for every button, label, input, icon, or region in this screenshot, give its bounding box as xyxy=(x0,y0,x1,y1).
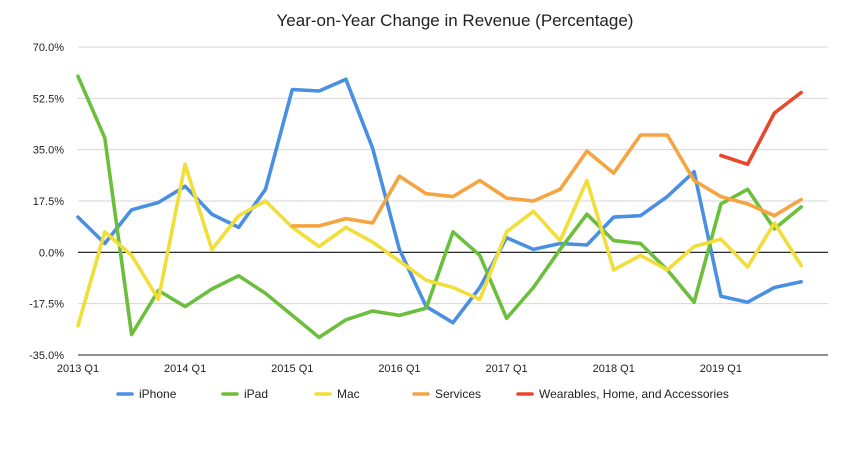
legend-label-services: Services xyxy=(435,387,481,401)
x-tick-label: 2016 Q1 xyxy=(378,363,420,375)
y-axis-ticks: 70.0% 52.5% 35.0% 17.5% 0.0% -17.5% -35.0% xyxy=(29,42,64,362)
chart-title: Year-on-Year Change in Revenue (Percenta… xyxy=(277,11,634,30)
y-tick-label: -35.0% xyxy=(29,350,64,362)
x-tick-label: 2015 Q1 xyxy=(271,363,313,375)
series-line-services xyxy=(290,133,803,228)
series-lines xyxy=(76,74,803,340)
y-tick-label: -17.5% xyxy=(29,299,64,311)
series-line-mac xyxy=(76,162,803,328)
x-tick-label: 2013 Q1 xyxy=(57,363,99,375)
grid-lines xyxy=(78,46,828,356)
series-line-iphone xyxy=(76,77,803,325)
y-tick-label: 70.0% xyxy=(33,42,64,54)
legend-label-iphone: iPhone xyxy=(139,387,177,401)
series-line-wearables-home-and-accessories xyxy=(719,90,803,167)
legend-label-wearables-home-and-accessories: Wearables, Home, and Accessories xyxy=(539,387,729,401)
x-axis-ticks: 2013 Q1 2014 Q1 2015 Q1 2016 Q1 2017 Q1 2018 … xyxy=(57,363,742,375)
y-tick-label: 52.5% xyxy=(33,93,64,105)
legend: iPhone iPad Mac Services Wearables, Home, an… xyxy=(116,387,729,401)
x-tick-label: 2018 Q1 xyxy=(593,363,635,375)
y-tick-label: 35.0% xyxy=(33,145,64,157)
series-line-ipad xyxy=(76,74,803,340)
y-tick-label: 0.0% xyxy=(39,247,64,259)
y-tick-label: 17.5% xyxy=(33,196,64,208)
legend-label-mac: Mac xyxy=(337,387,360,401)
x-tick-label: 2019 Q1 xyxy=(700,363,742,375)
legend-label-ipad: iPad xyxy=(244,387,268,401)
x-tick-label: 2017 Q1 xyxy=(485,363,527,375)
x-tick-label: 2014 Q1 xyxy=(164,363,206,375)
